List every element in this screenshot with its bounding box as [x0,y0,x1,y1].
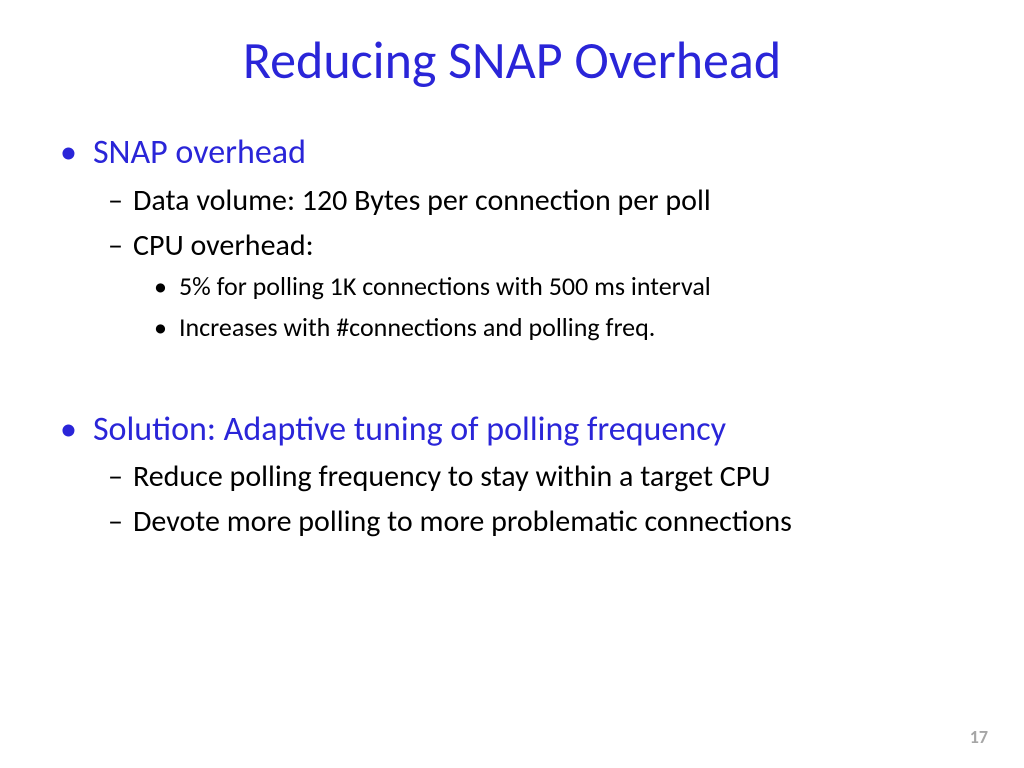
bullet-item: • 5% for polling 1K connections with 500… [154,269,964,304]
bullet-item: – Data volume: 120 Bytes per connection … [108,181,964,220]
spacer [60,355,964,399]
bullet-text: 5% for polling 1K connections with 500 m… [179,269,711,304]
bullet-text: Data volume: 120 Bytes per connection pe… [133,181,711,220]
bullet-item: • Solution: Adaptive tuning of polling f… [60,409,964,542]
bullet-list-level2: – Data volume: 120 Bytes per connection … [60,181,964,345]
bullet-text: Solution: Adaptive tuning of polling fre… [93,409,726,452]
bullet-list-level2: – Reduce polling frequency to stay withi… [60,457,964,541]
bullet-text: Devote more polling to more problematic … [133,502,792,541]
dash-glyph: – [108,231,123,261]
dash-glyph: – [108,507,123,537]
slide: Reducing SNAP Overhead • SNAP overhead –… [0,0,1024,768]
bullet-list-level1: • SNAP overhead – Data volume: 120 Bytes… [60,132,964,541]
bullet-item: – CPU overhead: • 5% for polling 1K conn… [108,226,964,345]
dash-glyph: – [108,186,123,216]
bullet-text: Increases with #connections and polling … [179,310,655,345]
bullet-glyph: • [60,413,77,447]
bullet-text: Reduce polling frequency to stay within … [133,457,771,496]
bullet-item: – Devote more polling to more problemati… [108,502,964,541]
bullet-glyph: • [60,136,77,170]
bullet-glyph: • [154,314,167,340]
bullet-item: • SNAP overhead – Data volume: 120 Bytes… [60,132,964,345]
page-number: 17 [970,726,988,748]
bullet-glyph: • [154,273,167,299]
bullet-item: • Increases with #connections and pollin… [154,310,964,345]
bullet-item: – Reduce polling frequency to stay withi… [108,457,964,496]
bullet-text: CPU overhead: [133,226,314,265]
bullet-list-level3: • 5% for polling 1K connections with 500… [108,269,964,345]
bullet-text: SNAP overhead [93,132,306,175]
slide-title: Reducing SNAP Overhead [60,28,964,92]
dash-glyph: – [108,462,123,492]
